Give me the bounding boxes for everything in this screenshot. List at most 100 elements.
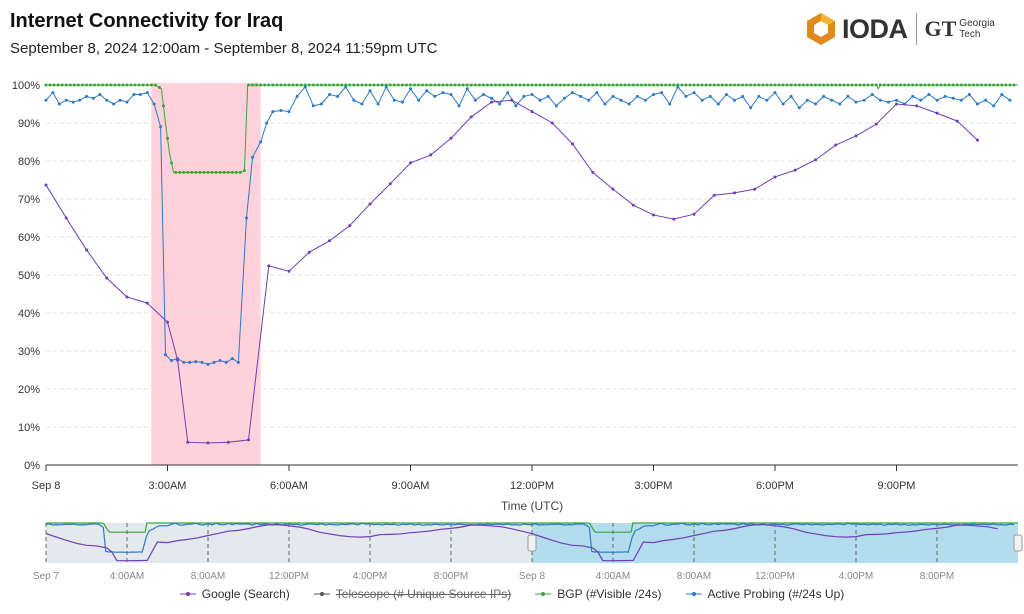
data-point-active [287,110,291,114]
data-point-bgp [672,83,676,87]
data-point-active [392,98,396,102]
x-tick-label: 6:00AM [270,480,308,492]
data-point-bgp [647,83,651,87]
data-point-active [700,98,704,102]
data-point-bgp [417,83,421,87]
data-point-bgp [364,83,368,87]
data-point-active [919,98,923,102]
navigator-handle-left[interactable] [527,534,537,552]
data-point-bgp [510,83,514,87]
data-point-bgp [1000,83,1004,87]
data-point-active [224,360,228,364]
data-point-bgp [688,83,692,87]
data-point-google [307,250,311,254]
data-point-bgp [579,83,583,87]
data-point-bgp [712,83,716,87]
data-point-bgp [1004,83,1008,87]
data-point-active [236,360,240,364]
data-point-active [449,93,453,96]
data-point-bgp [858,83,862,87]
navigator-line-bgp [46,522,1018,533]
data-point-google [611,187,615,191]
data-point-active [522,94,526,98]
data-point-bgp [149,83,153,87]
data-point-active [259,140,263,144]
data-point-google [773,175,777,179]
data-point-google [915,104,919,108]
data-point-active [138,93,142,96]
data-point-bgp [834,83,838,87]
data-point-active [417,98,421,102]
data-point-bgp [64,83,68,87]
data-point-bgp [749,83,753,87]
data-point-bgp [542,83,546,87]
data-point-google [226,440,230,444]
data-point-bgp [376,83,380,87]
navigator-tick-label: Sep 8 [519,571,546,582]
data-point-bgp [400,83,404,87]
data-point-bgp [101,83,105,87]
legend-google[interactable]: Google (Search) [179,587,290,601]
data-point-bgp [485,83,489,87]
data-point-bgp [595,83,599,87]
data-point-active [546,94,550,98]
data-point-active [433,94,437,98]
connectivity-chart[interactable]: 0% 10% 20% 30% 40% 50% 60% 70% 80% 90% 100% Sep 8 3:… [0,0,1024,520]
data-point-bgp [166,136,169,140]
data-point-bgp [469,83,473,87]
navigator-background [46,523,532,563]
data-point-active [668,102,672,106]
data-point-bgp [915,83,919,87]
data-point-bgp [931,83,935,87]
data-point-bgp [927,83,931,87]
legend-telescope-label: Telescope (# Unique Source IPs) [335,587,512,601]
data-point-bgp [534,83,538,87]
legend-telescope[interactable]: Telescope (# Unique Source IPs) [313,587,512,601]
data-point-bgp [656,83,660,87]
data-point-bgp [619,83,623,87]
data-point-bgp [141,83,145,87]
data-point-active [244,216,248,220]
ioda-hexagon-icon [807,13,835,45]
data-point-bgp [664,83,668,87]
data-point-bgp [113,83,117,87]
data-point-bgp [842,83,846,87]
data-point-active [44,98,48,102]
data-point-active [976,102,979,106]
data-point-google [955,119,959,123]
data-point-bgp [93,83,97,87]
time-navigator[interactable]: Sep 7 4:00AM 8:00AM 12:00PM 4:00PM 8:00PM Sep … [0,515,1024,585]
data-point-bgp [481,83,485,87]
data-point-bgp [903,83,907,87]
data-point-bgp [255,83,259,87]
data-point-bgp [793,83,797,87]
data-point-bgp [741,83,745,87]
data-point-active [749,106,753,110]
data-point-active [481,93,485,96]
data-point-bgp [789,83,793,87]
data-point-bgp [583,83,587,87]
data-point-bgp [202,170,206,174]
data-point-bgp [980,83,984,87]
data-point-bgp [198,170,202,174]
data-point-active [603,102,607,106]
data-point-bgp [226,170,230,174]
data-point-active [490,96,493,100]
data-point-bgp [453,83,457,87]
legend-bgp[interactable]: BGP (#Visible /24s) [535,587,662,601]
data-point-bgp [992,83,996,87]
data-point-bgp [716,83,720,87]
data-point-bgp [44,83,48,87]
data-point-bgp [1012,83,1016,87]
gt-name-1: Georgia [959,18,995,29]
data-point-active [992,104,996,108]
legend-active-probing[interactable]: Active Probing (#/24s Up) [685,587,844,601]
data-point-bgp [781,83,785,87]
x-tick-label: 12:00PM [510,480,554,492]
data-point-bgp [210,170,214,174]
data-point-bgp [846,83,850,87]
navigator-handle-right[interactable] [1013,534,1023,552]
data-point-active [212,360,216,364]
data-point-google [733,191,736,195]
data-point-bgp [668,83,672,87]
